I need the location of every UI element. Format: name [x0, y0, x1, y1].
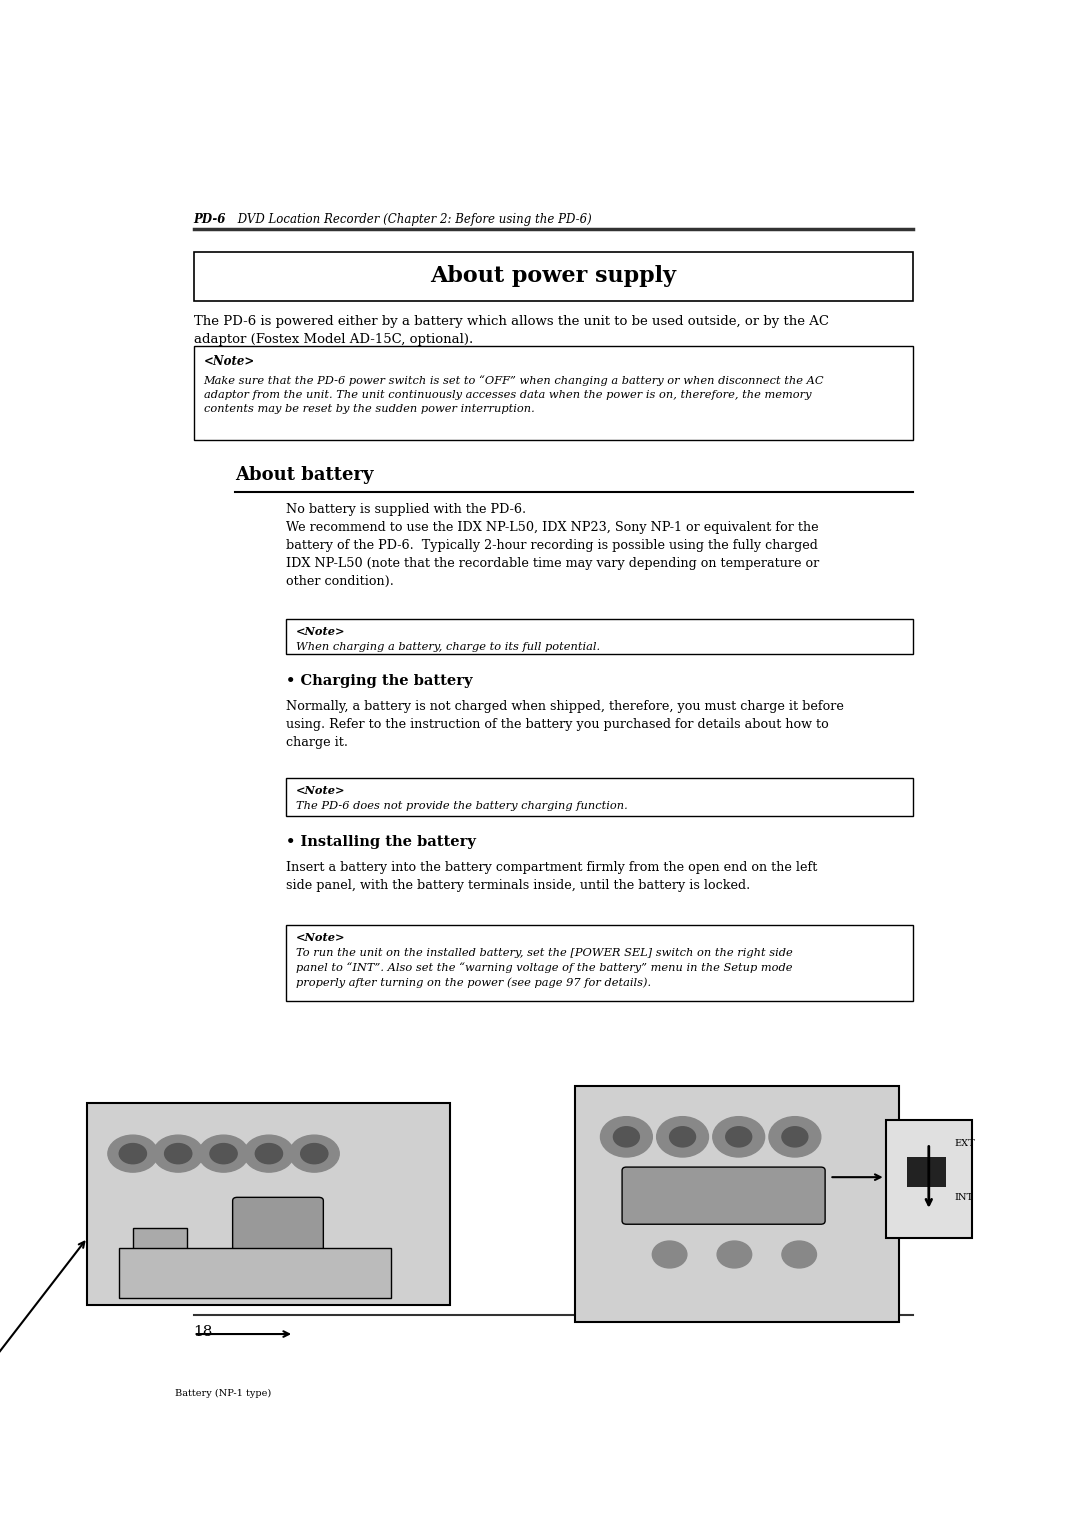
Circle shape	[210, 1143, 238, 1164]
Circle shape	[613, 1126, 639, 1148]
Circle shape	[255, 1143, 283, 1164]
FancyBboxPatch shape	[622, 1167, 825, 1224]
Circle shape	[153, 1135, 203, 1172]
Circle shape	[119, 1143, 147, 1164]
Circle shape	[782, 1241, 816, 1268]
Text: About power supply: About power supply	[431, 266, 676, 287]
Text: INT: INT	[955, 1193, 974, 1203]
Circle shape	[670, 1126, 696, 1148]
Text: We recommend to use the IDX NP-L50, IDX NP23, Sony NP-1 or equivalent for the
ba: We recommend to use the IDX NP-L50, IDX …	[285, 521, 819, 588]
Text: The PD-6 does not provide the battery charging function.: The PD-6 does not provide the battery ch…	[296, 801, 627, 811]
Circle shape	[769, 1117, 821, 1157]
Text: • Charging the battery: • Charging the battery	[285, 674, 472, 688]
Text: <Note>: <Note>	[296, 626, 346, 637]
FancyBboxPatch shape	[133, 1227, 187, 1254]
FancyBboxPatch shape	[119, 1248, 391, 1299]
Text: Normally, a battery is not charged when shipped, therefore, you must charge it b: Normally, a battery is not charged when …	[285, 700, 843, 749]
Text: 18: 18	[193, 1325, 213, 1339]
FancyBboxPatch shape	[907, 1157, 946, 1187]
Circle shape	[108, 1135, 158, 1172]
FancyBboxPatch shape	[232, 1198, 323, 1258]
Circle shape	[289, 1135, 339, 1172]
Text: Insert a battery into the battery compartment firmly from the open end on the le: Insert a battery into the battery compar…	[285, 862, 818, 892]
Text: The PD-6 is powered either by a battery which allows the unit to be used outside: The PD-6 is powered either by a battery …	[193, 315, 828, 347]
Circle shape	[782, 1126, 808, 1148]
FancyBboxPatch shape	[87, 1103, 450, 1305]
Text: About battery: About battery	[235, 466, 374, 484]
FancyBboxPatch shape	[575, 1086, 899, 1322]
Circle shape	[244, 1135, 294, 1172]
Circle shape	[652, 1241, 687, 1268]
Circle shape	[300, 1143, 328, 1164]
Circle shape	[199, 1135, 248, 1172]
Circle shape	[657, 1117, 708, 1157]
Circle shape	[713, 1117, 765, 1157]
Text: When charging a battery, charge to its full potential.: When charging a battery, charge to its f…	[296, 642, 599, 652]
Circle shape	[600, 1117, 652, 1157]
Text: <Note>: <Note>	[296, 784, 346, 796]
Circle shape	[717, 1241, 752, 1268]
Text: PD-6: PD-6	[193, 212, 226, 226]
Text: DVD Location Recorder (Chapter 2: Before using the PD-6): DVD Location Recorder (Chapter 2: Before…	[233, 212, 592, 226]
Text: Battery (NP-1 type): Battery (NP-1 type)	[175, 1389, 272, 1398]
Text: EXT: EXT	[955, 1138, 975, 1148]
Text: <Note>: <Note>	[296, 932, 346, 943]
Text: To run the unit on the installed battery, set the [POWER SEL] switch on the righ: To run the unit on the installed battery…	[296, 947, 793, 989]
Text: <Note>: <Note>	[204, 354, 255, 368]
Text: Make sure that the PD-6 power switch is set to “OFF” when changing a battery or : Make sure that the PD-6 power switch is …	[204, 376, 824, 414]
Polygon shape	[0, 1288, 11, 1423]
FancyBboxPatch shape	[886, 1120, 972, 1238]
Circle shape	[164, 1143, 192, 1164]
Text: • Installing the battery: • Installing the battery	[285, 836, 475, 850]
Circle shape	[726, 1126, 752, 1148]
Text: No battery is supplied with the PD-6.: No battery is supplied with the PD-6.	[285, 503, 526, 516]
